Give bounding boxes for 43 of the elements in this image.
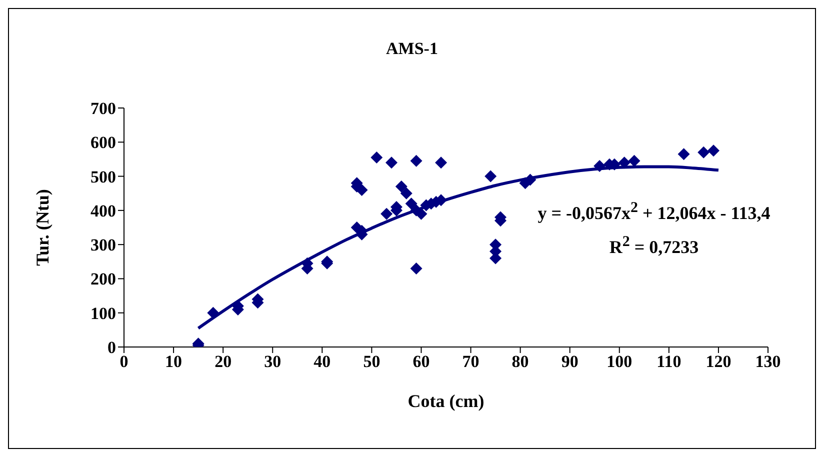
x-tick-label: 90 <box>561 352 578 372</box>
y-tick-label: 200 <box>90 270 116 289</box>
x-tick-label: 50 <box>363 352 380 372</box>
point <box>386 156 398 169</box>
x-axis-title: Cota (cm) <box>408 391 484 411</box>
y-tick-label: 700 <box>90 99 116 118</box>
x-tick-label: 120 <box>706 352 732 372</box>
point <box>628 154 640 167</box>
point <box>410 154 422 167</box>
point <box>594 160 606 172</box>
fit-equation: y = -0,0567x$^{2}$ + 12,064x - 113,4 R$^{2}$ = 0,7233 <box>536 199 772 259</box>
y-tick-label: 0 <box>108 338 116 358</box>
point <box>484 170 497 182</box>
point <box>435 156 448 169</box>
x-tick-label: 60 <box>412 352 430 372</box>
x-tick-label: 130 <box>755 352 781 372</box>
point <box>405 198 418 210</box>
y-tick-label: 500 <box>90 167 116 186</box>
x-tick-label: 110 <box>656 352 682 372</box>
x-tick-label: 30 <box>264 352 282 372</box>
x-tick-label: 20 <box>214 352 232 372</box>
point <box>207 306 220 319</box>
point <box>708 144 720 157</box>
x-tick-label: 40 <box>314 352 331 372</box>
x-tick-label: 80 <box>512 352 529 372</box>
y-tick-label: 600 <box>90 133 116 152</box>
y-tick-label: 300 <box>90 236 116 255</box>
point <box>395 180 408 193</box>
y-tick-label: 400 <box>90 201 116 220</box>
point <box>410 262 422 274</box>
y-axis-title: Tur. (Ntu) <box>32 189 52 266</box>
point <box>380 208 393 220</box>
x-tick-label: 100 <box>606 352 632 372</box>
chart-title: AMS-1 <box>385 39 439 59</box>
x-tick-label: 0 <box>120 352 128 372</box>
point <box>678 148 690 160</box>
point <box>698 146 710 158</box>
point <box>400 187 412 200</box>
point <box>618 156 630 169</box>
point <box>370 152 383 164</box>
x-tick-label: 70 <box>462 352 480 372</box>
y-tick-label: 100 <box>90 304 116 323</box>
x-tick-label: 10 <box>165 352 182 372</box>
